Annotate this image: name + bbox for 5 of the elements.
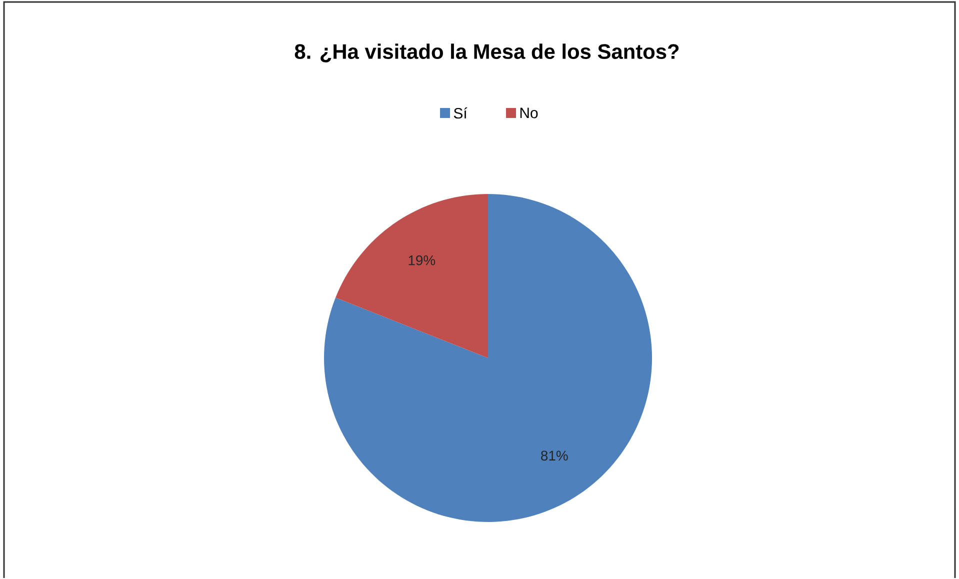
legend-label: No xyxy=(520,108,538,118)
chart-title: 8. ¿Ha visitado la Mesa de los Santos? xyxy=(294,44,679,62)
legend-label: Sí xyxy=(454,108,468,119)
data-label: 19% xyxy=(408,256,436,266)
data-label: 81% xyxy=(541,450,568,461)
